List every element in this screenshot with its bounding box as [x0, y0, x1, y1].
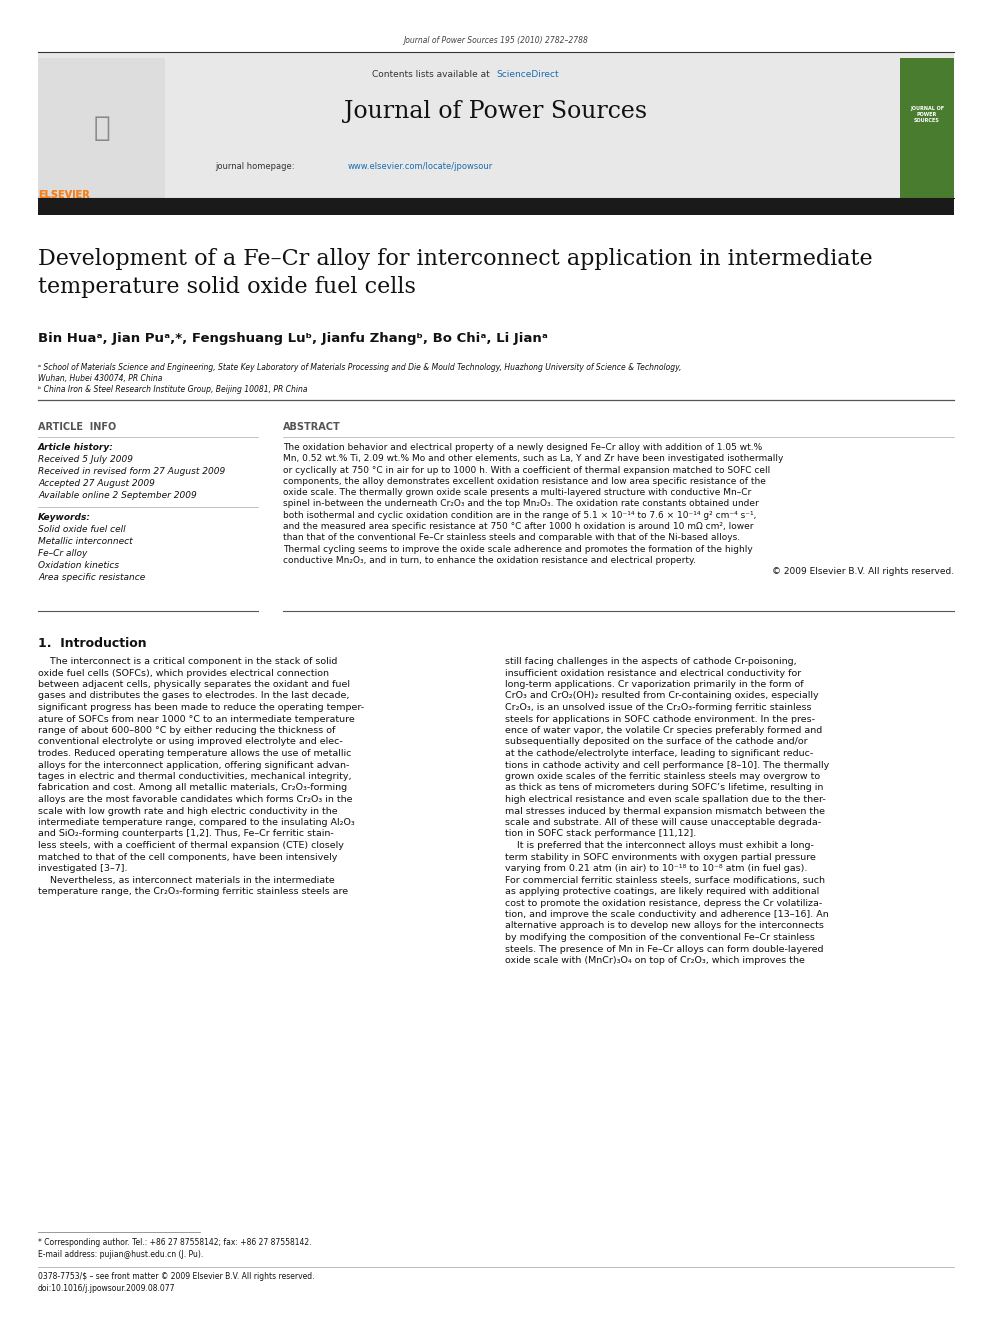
Text: The oxidation behavior and electrical property of a newly designed Fe–Cr alloy w: The oxidation behavior and electrical pr… [283, 443, 762, 452]
Text: E-mail address: pujian@hust.edu.cn (J. Pu).: E-mail address: pujian@hust.edu.cn (J. P… [38, 1250, 203, 1259]
Text: gases and distributes the gases to electrodes. In the last decade,: gases and distributes the gases to elect… [38, 692, 349, 700]
Text: alloys for the interconnect application, offering significant advan-: alloys for the interconnect application,… [38, 761, 349, 770]
Text: between adjacent cells, physically separates the oxidant and fuel: between adjacent cells, physically separ… [38, 680, 350, 689]
Text: by modifying the composition of the conventional Fe–Cr stainless: by modifying the composition of the conv… [505, 933, 814, 942]
Text: range of about 600–800 °C by either reducing the thickness of: range of about 600–800 °C by either redu… [38, 726, 335, 736]
Text: Development of a Fe–Cr alloy for interconnect application in intermediate
temper: Development of a Fe–Cr alloy for interco… [38, 247, 873, 298]
Text: Fe–Cr alloy: Fe–Cr alloy [38, 549, 87, 558]
Text: scale with low growth rate and high electric conductivity in the: scale with low growth rate and high elec… [38, 807, 337, 815]
Text: conductive Mn₂O₃, and in turn, to enhance the oxidation resistance and electrica: conductive Mn₂O₃, and in turn, to enhanc… [283, 556, 695, 565]
Text: alloys are the most favorable candidates which forms Cr₂O₃ in the: alloys are the most favorable candidates… [38, 795, 352, 804]
Text: * Corresponding author. Tel.: +86 27 87558142; fax: +86 27 87558142.: * Corresponding author. Tel.: +86 27 875… [38, 1238, 311, 1248]
Text: oxide scale. The thermally grown oxide scale presents a multi-layered structure : oxide scale. The thermally grown oxide s… [283, 488, 751, 497]
Text: fabrication and cost. Among all metallic materials, Cr₂O₃-forming: fabrication and cost. Among all metallic… [38, 783, 347, 792]
Text: 0378-7753/$ – see front matter © 2009 Elsevier B.V. All rights reserved.: 0378-7753/$ – see front matter © 2009 El… [38, 1271, 314, 1281]
Text: Received in revised form 27 August 2009: Received in revised form 27 August 2009 [38, 467, 225, 476]
Bar [38, 198, 954, 216]
Text: Mn, 0.52 wt.% Ti, 2.09 wt.% Mo and other elements, such as La, Y and Zr have bee: Mn, 0.52 wt.% Ti, 2.09 wt.% Mo and other… [283, 454, 784, 463]
Text: Cr₂O₃, is an unsolved issue of the Cr₂O₃-forming ferritic stainless: Cr₂O₃, is an unsolved issue of the Cr₂O₃… [505, 703, 811, 712]
Text: Solid oxide fuel cell: Solid oxide fuel cell [38, 525, 126, 534]
Text: Journal of Power Sources 195 (2010) 2782–2788: Journal of Power Sources 195 (2010) 2782… [404, 36, 588, 45]
Text: 1.  Introduction: 1. Introduction [38, 636, 147, 650]
Text: ature of SOFCs from near 1000 °C to an intermediate temperature: ature of SOFCs from near 1000 °C to an i… [38, 714, 355, 724]
Text: tion, and improve the scale conductivity and adherence [13–16]. An: tion, and improve the scale conductivity… [505, 910, 828, 919]
Text: ence of water vapor, the volatile Cr species preferably formed and: ence of water vapor, the volatile Cr spe… [505, 726, 822, 736]
Text: Wuhan, Hubei 430074, PR China: Wuhan, Hubei 430074, PR China [38, 374, 163, 382]
Text: For commercial ferritic stainless steels, surface modifications, such: For commercial ferritic stainless steels… [505, 876, 825, 885]
Text: Accepted 27 August 2009: Accepted 27 August 2009 [38, 479, 155, 488]
Text: Journal of Power Sources: Journal of Power Sources [344, 101, 648, 123]
Bar [38, 58, 165, 198]
Text: Bin Huaᵃ, Jian Puᵃ,*, Fengshuang Luᵇ, Jianfu Zhangᵇ, Bo Chiᵃ, Li Jianᵃ: Bin Huaᵃ, Jian Puᵃ,*, Fengshuang Luᵇ, Ji… [38, 332, 548, 345]
Text: Available online 2 September 2009: Available online 2 September 2009 [38, 491, 196, 500]
Text: Nevertheless, as interconnect materials in the intermediate: Nevertheless, as interconnect materials … [38, 876, 334, 885]
Text: It is preferred that the interconnect alloys must exhibit a long-: It is preferred that the interconnect al… [505, 841, 813, 849]
Text: as applying protective coatings, are likely required with additional: as applying protective coatings, are lik… [505, 886, 819, 896]
Text: The interconnect is a critical component in the stack of solid: The interconnect is a critical component… [38, 658, 337, 665]
Text: intermediate temperature range, compared to the insulating Al₂O₃: intermediate temperature range, compared… [38, 818, 355, 827]
Text: long-term applications. Cr vaporization primarily in the form of: long-term applications. Cr vaporization … [505, 680, 804, 689]
Text: less steels, with a coefficient of thermal expansion (CTE) closely: less steels, with a coefficient of therm… [38, 841, 344, 849]
Text: JOURNAL OF
POWER
SOURCES: JOURNAL OF POWER SOURCES [910, 106, 944, 123]
Text: both isothermal and cyclic oxidation condition are in the range of 5.1 × 10⁻¹⁴ t: both isothermal and cyclic oxidation con… [283, 511, 756, 520]
Text: ARTICLE  INFO: ARTICLE INFO [38, 422, 116, 433]
Text: steels for applications in SOFC cathode environment. In the pres-: steels for applications in SOFC cathode … [505, 714, 815, 724]
Text: tages in electric and thermal conductivities, mechanical integrity,: tages in electric and thermal conductivi… [38, 773, 351, 781]
Text: CrO₃ and CrO₂(OH)₂ resulted from Cr-containing oxides, especially: CrO₃ and CrO₂(OH)₂ resulted from Cr-cont… [505, 692, 818, 700]
Text: steels. The presence of Mn in Fe–Cr alloys can form double-layered: steels. The presence of Mn in Fe–Cr allo… [505, 945, 823, 954]
Text: term stability in SOFC environments with oxygen partial pressure: term stability in SOFC environments with… [505, 852, 815, 861]
Text: doi:10.1016/j.jpowsour.2009.08.077: doi:10.1016/j.jpowsour.2009.08.077 [38, 1285, 176, 1293]
Text: varying from 0.21 atm (in air) to 10⁻¹⁸ to 10⁻⁸ atm (in fuel gas).: varying from 0.21 atm (in air) to 10⁻¹⁸ … [505, 864, 807, 873]
Text: ᵃ School of Materials Science and Engineering, State Key Laboratory of Materials: ᵃ School of Materials Science and Engine… [38, 363, 682, 372]
Text: © 2009 Elsevier B.V. All rights reserved.: © 2009 Elsevier B.V. All rights reserved… [772, 568, 954, 577]
Text: Oxidation kinetics: Oxidation kinetics [38, 561, 119, 570]
Text: trodes. Reduced operating temperature allows the use of metallic: trodes. Reduced operating temperature al… [38, 749, 351, 758]
Text: still facing challenges in the aspects of cathode Cr-poisoning,: still facing challenges in the aspects o… [505, 658, 797, 665]
Text: ScienceDirect: ScienceDirect [496, 70, 558, 79]
Text: insufficient oxidation resistance and electrical conductivity for: insufficient oxidation resistance and el… [505, 668, 802, 677]
Text: ᵇ China Iron & Steel Research Institute Group, Beijing 10081, PR China: ᵇ China Iron & Steel Research Institute … [38, 385, 308, 394]
Text: ELSEVIER: ELSEVIER [38, 191, 89, 200]
Bar [38, 52, 954, 198]
Text: oxide fuel cells (SOFCs), which provides electrical connection: oxide fuel cells (SOFCs), which provides… [38, 668, 329, 677]
Text: ELSEVIER: ELSEVIER [38, 191, 89, 200]
Text: scale and substrate. All of these will cause unacceptable degrada-: scale and substrate. All of these will c… [505, 818, 821, 827]
Text: ABSTRACT: ABSTRACT [283, 422, 340, 433]
Text: and SiO₂-forming counterparts [1,2]. Thus, Fe–Cr ferritic stain-: and SiO₂-forming counterparts [1,2]. Thu… [38, 830, 333, 839]
Text: mal stresses induced by thermal expansion mismatch between the: mal stresses induced by thermal expansio… [505, 807, 825, 815]
Text: temperature range, the Cr₂O₃-forming ferritic stainless steels are: temperature range, the Cr₂O₃-forming fer… [38, 886, 348, 896]
Text: and the measured area specific resistance at 750 °C after 1000 h oxidation is ar: and the measured area specific resistanc… [283, 523, 753, 531]
Text: www.elsevier.com/locate/jpowsour: www.elsevier.com/locate/jpowsour [348, 161, 493, 171]
Text: alternative approach is to develop new alloys for the interconnects: alternative approach is to develop new a… [505, 922, 824, 930]
Text: journal homepage:: journal homepage: [215, 161, 298, 171]
Text: Thermal cycling seems to improve the oxide scale adherence and promotes the form: Thermal cycling seems to improve the oxi… [283, 545, 753, 554]
Text: components, the alloy demonstrates excellent oxidation resistance and low area s: components, the alloy demonstrates excel… [283, 476, 766, 486]
Text: significant progress has been made to reduce the operating temper-: significant progress has been made to re… [38, 703, 364, 712]
Text: tions in cathode activity and cell performance [8–10]. The thermally: tions in cathode activity and cell perfo… [505, 761, 829, 770]
Text: tion in SOFC stack performance [11,12].: tion in SOFC stack performance [11,12]. [505, 830, 696, 839]
Text: Received 5 July 2009: Received 5 July 2009 [38, 455, 133, 464]
Bar [900, 58, 954, 198]
Text: investigated [3–7].: investigated [3–7]. [38, 864, 128, 873]
Text: subsequentially deposited on the surface of the cathode and/or: subsequentially deposited on the surface… [505, 737, 807, 746]
Text: matched to that of the cell components, have been intensively: matched to that of the cell components, … [38, 852, 337, 861]
Text: high electrical resistance and even scale spallation due to the ther-: high electrical resistance and even scal… [505, 795, 825, 804]
Text: at the cathode/electrolyte interface, leading to significant reduc-: at the cathode/electrolyte interface, le… [505, 749, 813, 758]
Text: oxide scale with (MnCr)₃O₄ on top of Cr₂O₃, which improves the: oxide scale with (MnCr)₃O₄ on top of Cr₂… [505, 957, 805, 964]
Text: spinel in-between the underneath Cr₂O₃ and the top Mn₂O₃. The oxidation rate con: spinel in-between the underneath Cr₂O₃ a… [283, 500, 759, 508]
Text: or cyclically at 750 °C in air for up to 1000 h. With a coefficient of thermal e: or cyclically at 750 °C in air for up to… [283, 466, 770, 475]
Text: Article history:: Article history: [38, 443, 114, 452]
Text: than that of the conventional Fe–Cr stainless steels and comparable with that of: than that of the conventional Fe–Cr stai… [283, 533, 740, 542]
Text: Area specific resistance: Area specific resistance [38, 573, 145, 582]
Text: Metallic interconnect: Metallic interconnect [38, 537, 133, 546]
Text: as thick as tens of micrometers during SOFC’s lifetime, resulting in: as thick as tens of micrometers during S… [505, 783, 823, 792]
Text: grown oxide scales of the ferritic stainless steels may overgrow to: grown oxide scales of the ferritic stain… [505, 773, 820, 781]
Text: conventional electrolyte or using improved electrolyte and elec-: conventional electrolyte or using improv… [38, 737, 343, 746]
Text: 🌳: 🌳 [93, 114, 110, 142]
Text: cost to promote the oxidation resistance, depress the Cr volatiliza-: cost to promote the oxidation resistance… [505, 898, 822, 908]
Text: Contents lists available at: Contents lists available at [372, 70, 493, 79]
Text: Keywords:: Keywords: [38, 513, 91, 523]
